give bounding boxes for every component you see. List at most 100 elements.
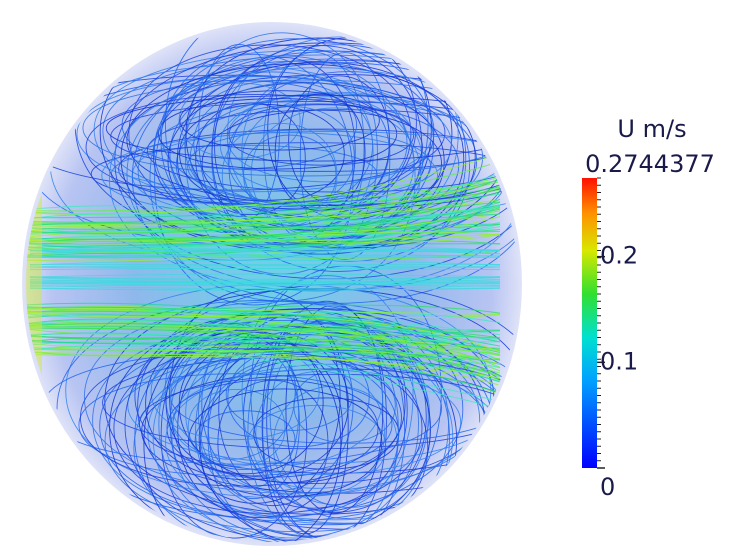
streamline	[26, 350, 501, 386]
streamline	[26, 353, 501, 379]
streamline	[85, 93, 423, 201]
streamlines	[26, 26, 518, 542]
streamline	[26, 348, 501, 360]
streamline	[160, 332, 308, 539]
streamline	[160, 38, 435, 246]
streamline	[138, 373, 518, 474]
streamline	[26, 333, 501, 369]
streamline	[172, 369, 462, 475]
streamline	[26, 319, 501, 343]
streamline	[26, 179, 501, 228]
streamline	[105, 94, 518, 162]
streamline	[29, 245, 501, 251]
streamline	[29, 285, 501, 290]
streamline	[26, 180, 501, 215]
streamline	[26, 184, 501, 244]
streamline	[184, 32, 378, 275]
streamline	[29, 277, 501, 283]
streamline	[250, 107, 421, 240]
streamline	[26, 231, 501, 245]
streamline	[41, 351, 443, 465]
color-legend: U m/s 0.2744377 0 0.1 0.2	[582, 115, 715, 501]
streamline	[29, 280, 501, 282]
streamline	[26, 310, 501, 353]
streamline	[198, 336, 300, 489]
streamline	[108, 67, 518, 292]
streamline	[26, 206, 501, 221]
streamline	[152, 333, 454, 541]
streamline	[178, 82, 301, 159]
streamline	[26, 346, 501, 395]
streamline	[26, 307, 501, 315]
streamline	[201, 109, 442, 218]
streamline	[110, 101, 518, 172]
streamline	[29, 268, 501, 271]
legend-title: U m/s	[617, 115, 686, 143]
streamline	[131, 50, 518, 304]
streamline	[126, 58, 518, 291]
streamline	[26, 324, 501, 351]
streamline	[226, 36, 459, 234]
streamline	[241, 275, 414, 511]
streamline	[158, 303, 449, 542]
streamline	[207, 323, 450, 542]
streamline	[26, 345, 501, 410]
streamline	[187, 129, 432, 204]
streamline	[26, 222, 501, 230]
streamline	[263, 51, 365, 245]
streamline	[26, 340, 501, 383]
streamline	[26, 181, 501, 235]
streamline	[166, 379, 379, 478]
legend-max-label: 0.2744377	[585, 150, 715, 178]
tick-label: 0.1	[600, 347, 638, 375]
streamline	[227, 106, 355, 207]
tick-label: 0	[600, 473, 615, 501]
streamline	[26, 328, 501, 376]
streamline	[29, 287, 501, 291]
streamline	[114, 42, 518, 280]
streamline	[214, 44, 423, 246]
streamline	[26, 341, 501, 402]
streamline	[101, 130, 518, 221]
streamline	[26, 322, 501, 368]
streamline	[78, 373, 393, 477]
streamline	[158, 98, 398, 170]
streamline	[26, 337, 501, 361]
streamline	[93, 50, 518, 210]
streamline	[26, 302, 501, 352]
streamline	[26, 161, 501, 212]
streamline	[29, 284, 501, 287]
streamline	[131, 132, 438, 219]
tick-label: 0.2	[600, 242, 638, 270]
streamline	[99, 327, 518, 526]
streamline	[29, 250, 501, 253]
streamline	[228, 104, 415, 166]
color-bar	[582, 178, 597, 468]
streamline	[80, 348, 402, 487]
streamline	[26, 179, 501, 219]
streamline	[82, 79, 518, 177]
streamline	[104, 288, 518, 515]
streamline	[26, 311, 501, 324]
streamline	[26, 208, 501, 243]
streamline	[76, 76, 433, 193]
streamline	[26, 346, 501, 357]
streamline	[26, 334, 501, 339]
streamline	[29, 276, 501, 280]
streamline	[29, 265, 501, 269]
streamline	[29, 281, 501, 287]
streamline	[29, 273, 501, 278]
streamline	[29, 248, 501, 251]
streamline	[160, 60, 435, 203]
streamline	[26, 205, 501, 249]
streamline	[29, 254, 501, 257]
streamline	[26, 306, 501, 343]
streamline	[26, 173, 501, 211]
streamline	[179, 90, 380, 151]
streamline	[198, 44, 280, 224]
streamline	[29, 276, 501, 281]
streamline	[29, 259, 501, 266]
streamline	[26, 314, 501, 365]
streamline	[170, 329, 384, 467]
